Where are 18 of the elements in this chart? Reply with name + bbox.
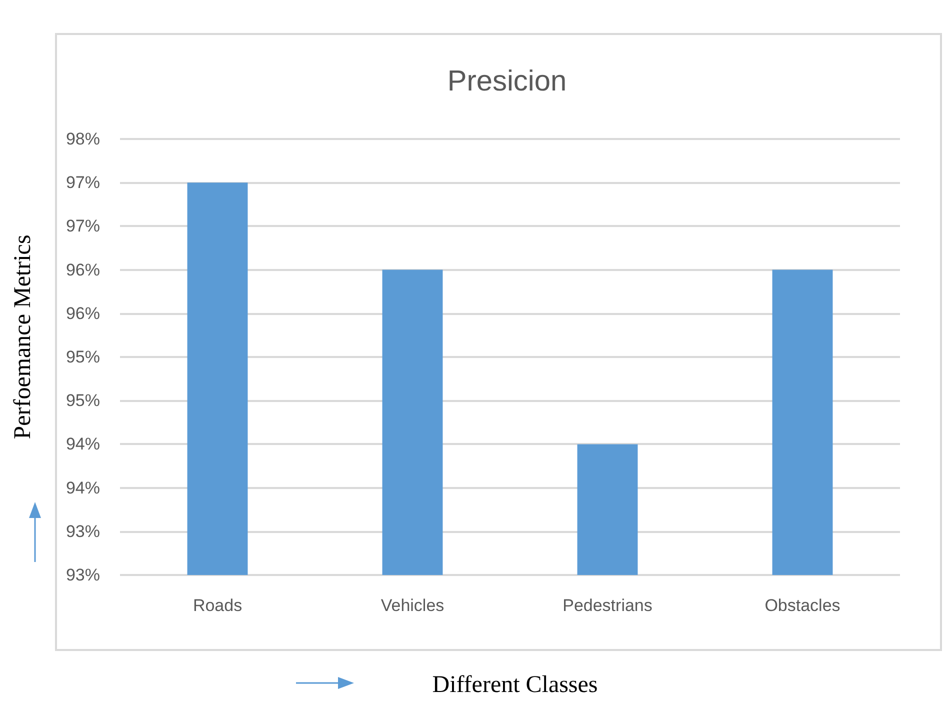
chart-title: Presicion [447, 66, 567, 98]
x-tick-label: Pedestrians [562, 596, 652, 615]
y-tick-label: 93% [66, 522, 100, 541]
x-axis-title: Different Classes [432, 672, 598, 698]
y-tick-label: 98% [66, 130, 100, 148]
y-tick-label: 95% [66, 348, 100, 366]
y-tick-label: 95% [66, 391, 100, 410]
y-tick-label: 93% [66, 566, 100, 584]
x-tick-label: Roads [192, 596, 242, 615]
y-tick-label: 94% [66, 478, 100, 498]
y-tick-label: 97% [66, 173, 100, 192]
x-tick-label: Obstacles [764, 596, 840, 615]
y-tick-label: 96% [66, 260, 100, 280]
y-tick-label: 96% [66, 304, 100, 323]
y-tick-label: 94% [66, 434, 100, 454]
y-axis-title: Perfoemance Metrics [10, 234, 36, 440]
x-tick-label: Vehicles [380, 596, 444, 615]
y-tick-label: 97% [66, 216, 100, 236]
